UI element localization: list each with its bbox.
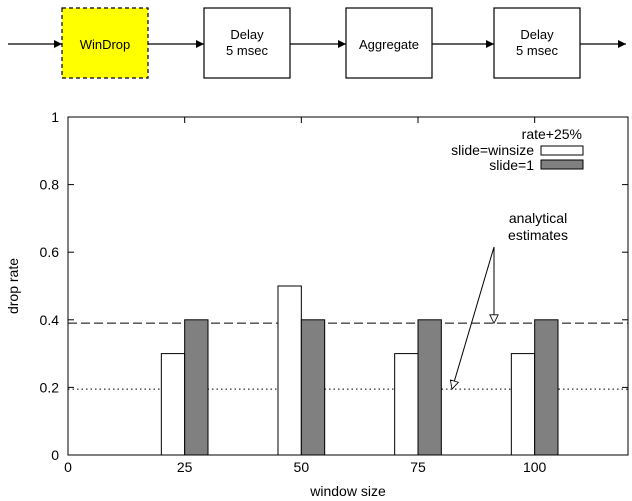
annotation-line-2: estimates bbox=[508, 227, 568, 243]
delay-box-2 bbox=[493, 7, 581, 79]
windrop-label: WinDrop bbox=[80, 37, 131, 52]
legend-header: rate+25% bbox=[522, 126, 582, 142]
y-tick-label: 0.2 bbox=[40, 379, 60, 395]
windrop-box bbox=[61, 7, 149, 79]
y-tick-label: 0.8 bbox=[40, 177, 60, 193]
legend-swatch-slide-winsize bbox=[540, 145, 584, 156]
y-tick-label: 0.6 bbox=[40, 244, 60, 260]
x-tick-label: 25 bbox=[177, 459, 193, 475]
y-tick-label: 1 bbox=[51, 109, 59, 125]
x-tick-label: 100 bbox=[523, 459, 547, 475]
bar-slide-winsize-75 bbox=[394, 353, 419, 456]
bars bbox=[160, 285, 559, 456]
bar-slide-winsize-50 bbox=[277, 285, 302, 456]
pipeline-diagram: WinDrop Delay 5 msec Aggregate Delay 5 m… bbox=[8, 7, 626, 79]
bar-slide-1-25 bbox=[184, 319, 209, 456]
bar-slide-winsize-25 bbox=[160, 353, 186, 456]
legend-label-slide-1: slide=1 bbox=[489, 157, 534, 173]
y-tick-label: 0 bbox=[51, 447, 59, 463]
bar-slide-1-75 bbox=[417, 319, 442, 456]
reference-lines bbox=[68, 322, 628, 390]
y-axis-label: drop rate bbox=[5, 258, 21, 314]
axis-ticks: 0 0.2 0.4 0.6 0.8 1 0 25 50 75 100 bbox=[40, 109, 628, 475]
delay-box-2-line-2: 5 msec bbox=[516, 43, 558, 58]
annotation-arrow-lower bbox=[452, 246, 495, 389]
aggregate-box bbox=[345, 7, 433, 79]
bar-slide-1-50 bbox=[300, 319, 326, 456]
delay-box-1 bbox=[203, 7, 291, 79]
annotation-line-1: analytical bbox=[509, 210, 567, 226]
bar-slide-winsize-100 bbox=[510, 353, 536, 456]
delay-box-2-line-1: Delay bbox=[520, 27, 554, 42]
plot-frame bbox=[67, 116, 629, 456]
analytical-estimates-annotation: analytical estimates bbox=[452, 210, 568, 389]
x-tick-label: 50 bbox=[294, 459, 310, 475]
x-axis-label: window size bbox=[309, 483, 386, 499]
legend-label-slide-winsize: slide=winsize bbox=[451, 142, 534, 158]
bar-slide-1-100 bbox=[534, 319, 559, 456]
delay-box-1-line-2: 5 msec bbox=[226, 43, 268, 58]
chart: 0 0.2 0.4 0.6 0.8 1 0 25 50 75 100 drop rate windo… bbox=[5, 109, 629, 499]
legend-swatch-slide-1 bbox=[540, 159, 584, 170]
x-tick-label: 75 bbox=[410, 459, 426, 475]
aggregate-label: Aggregate bbox=[359, 37, 419, 52]
legend: rate+25% slide=winsize slide=1 bbox=[451, 126, 584, 173]
y-tick-label: 0.4 bbox=[40, 312, 60, 328]
delay-box-1-line-1: Delay bbox=[230, 27, 264, 42]
x-tick-label: 0 bbox=[64, 459, 72, 475]
